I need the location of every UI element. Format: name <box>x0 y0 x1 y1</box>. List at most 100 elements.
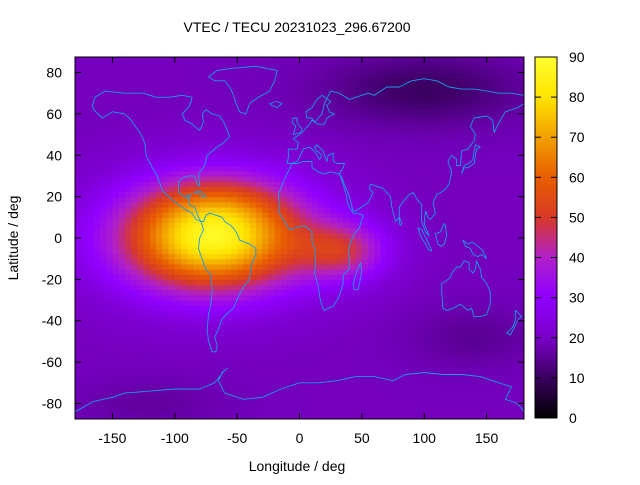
heatmap-cell <box>355 403 363 410</box>
heatmap-cell <box>181 72 188 79</box>
heatmap-cell <box>411 320 419 327</box>
heatmap-cell <box>311 382 319 389</box>
heatmap-cell <box>137 346 145 353</box>
heatmap-cell <box>81 258 89 265</box>
heatmap-cell <box>480 72 488 79</box>
heatmap-cell <box>330 305 338 311</box>
heatmap-cell <box>455 315 463 322</box>
heatmap-cell <box>81 72 89 79</box>
heatmap-cell <box>149 305 157 311</box>
heatmap-cell <box>156 336 163 343</box>
heatmap-cell <box>87 403 95 410</box>
heatmap-cell <box>386 305 394 311</box>
heatmap-cell <box>336 331 344 337</box>
heatmap-cell <box>255 175 263 182</box>
heatmap-cell <box>368 346 375 353</box>
heatmap-cell <box>305 201 313 208</box>
heatmap-cell <box>249 139 257 146</box>
heatmap-cell <box>368 119 375 125</box>
heatmap-cell <box>137 232 145 239</box>
heatmap-cell <box>287 274 294 280</box>
heatmap-cell <box>430 67 438 74</box>
heatmap-cell <box>143 191 151 198</box>
heatmap-cell <box>517 356 524 363</box>
heatmap-cell <box>280 377 288 384</box>
heatmap-cell <box>193 362 201 368</box>
heatmap-cell <box>124 227 132 234</box>
heatmap-cell <box>205 238 213 244</box>
heatmap-cell <box>162 356 170 363</box>
heatmap-cell <box>224 155 232 162</box>
heatmap-cell <box>311 212 319 218</box>
heatmap-cell <box>474 93 481 99</box>
heatmap-cell <box>368 88 375 94</box>
heatmap-cell <box>380 212 388 218</box>
heatmap-cell <box>181 284 188 291</box>
heatmap-cell <box>380 62 388 68</box>
heatmap-cell <box>287 170 294 177</box>
heatmap-cell <box>355 408 363 415</box>
heatmap-cell <box>131 372 138 379</box>
heatmap-cell <box>243 284 251 291</box>
heatmap-cell <box>224 57 232 63</box>
heatmap-cell <box>87 367 95 374</box>
heatmap-cell <box>118 274 126 280</box>
heatmap-cell <box>311 222 319 229</box>
heatmap-cell <box>293 170 301 177</box>
heatmap-cell <box>287 238 294 244</box>
heatmap-cell <box>442 165 450 172</box>
heatmap-cell <box>305 77 313 84</box>
heatmap-cell <box>330 150 338 156</box>
heatmap-cell <box>386 206 394 213</box>
heatmap-cell <box>517 170 524 177</box>
heatmap-cell <box>318 356 326 363</box>
heatmap-cell <box>361 387 369 394</box>
heatmap-cell <box>149 227 157 234</box>
heatmap-cell <box>492 217 500 224</box>
heatmap-cell <box>436 155 444 162</box>
heatmap-cell <box>424 160 432 167</box>
heatmap-cell <box>87 336 95 343</box>
heatmap-cell <box>181 129 188 136</box>
heatmap-cell <box>511 139 519 146</box>
heatmap-cell <box>143 413 151 419</box>
heatmap-cell <box>511 351 519 358</box>
heatmap-cell <box>393 315 400 322</box>
heatmap-cell <box>280 320 288 327</box>
heatmap-cell <box>467 232 475 239</box>
heatmap-cell <box>212 129 220 136</box>
heatmap-cell <box>124 212 132 218</box>
heatmap-cell <box>386 387 394 394</box>
heatmap-cell <box>193 170 201 177</box>
heatmap-cell <box>411 232 419 239</box>
heatmap-cell <box>368 284 375 291</box>
heatmap-cell <box>143 393 151 399</box>
heatmap-cell <box>449 253 457 260</box>
heatmap-cell <box>299 181 307 187</box>
heatmap-cell <box>361 258 369 265</box>
heatmap-cell <box>405 263 413 270</box>
heatmap-cell <box>287 289 294 296</box>
heatmap-cell <box>143 403 151 410</box>
heatmap-cell <box>181 57 188 63</box>
heatmap-cell <box>324 62 332 68</box>
heatmap-cell <box>181 289 188 296</box>
heatmap-cell <box>361 232 369 239</box>
heatmap-cell <box>517 155 524 162</box>
heatmap-cell <box>461 413 469 419</box>
heatmap-cell <box>343 248 350 255</box>
heatmap-cell <box>243 160 251 167</box>
heatmap-cell <box>511 155 519 162</box>
heatmap-cell <box>355 175 363 182</box>
heatmap-cell <box>368 403 375 410</box>
heatmap-cell <box>137 72 145 79</box>
heatmap-cell <box>230 119 238 125</box>
heatmap-cell <box>230 191 238 198</box>
heatmap-cell <box>99 258 107 265</box>
heatmap-cell <box>511 372 519 379</box>
heatmap-cell <box>318 320 326 327</box>
heatmap-cell <box>118 367 126 374</box>
heatmap-cell <box>386 108 394 115</box>
heatmap-cell <box>399 77 407 84</box>
